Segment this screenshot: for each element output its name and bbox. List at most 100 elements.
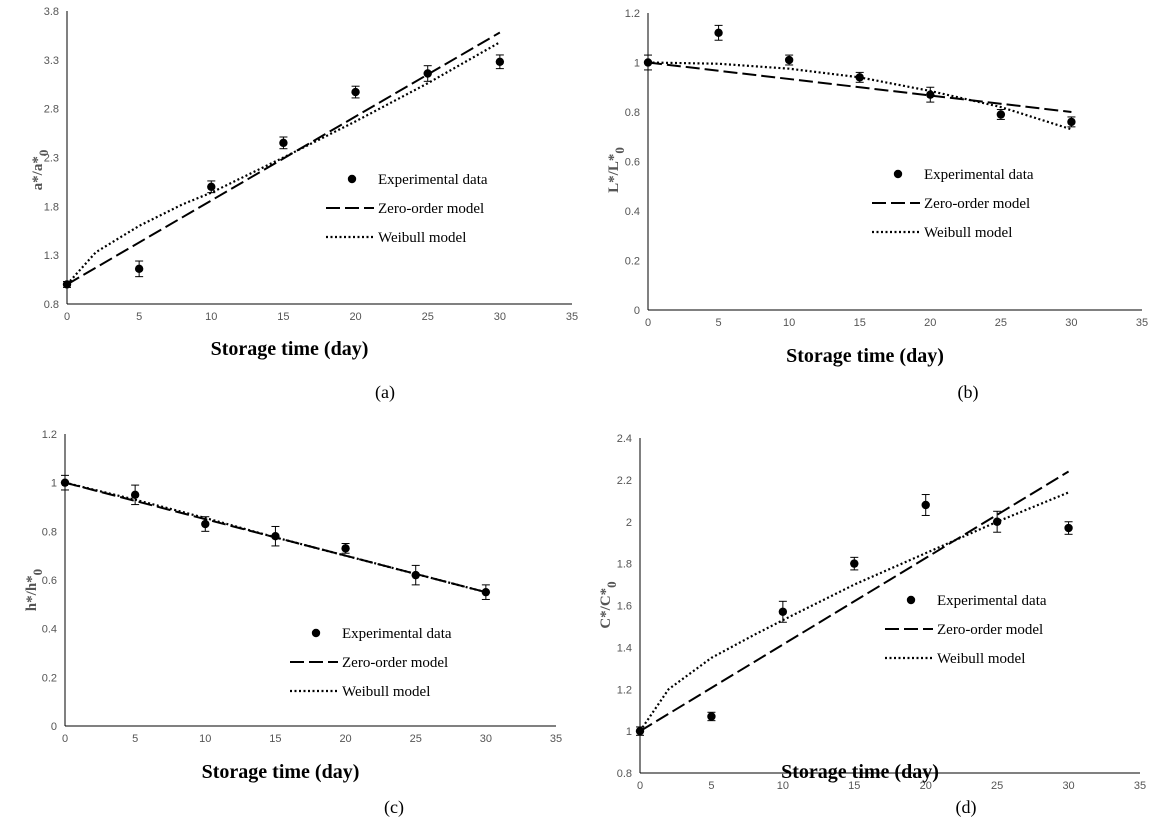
data-point (130, 490, 140, 500)
data-point (134, 264, 144, 274)
weibull-model-line (639, 491, 1069, 732)
y-tick-label: 0.8 (625, 107, 640, 119)
data-point (341, 544, 350, 553)
x-tick-label: 35 (1136, 317, 1148, 329)
data-point (279, 138, 288, 148)
x-tick-label: 15 (854, 317, 866, 329)
x-tick-label: 25 (991, 780, 1003, 792)
y-tick-label: 1 (626, 726, 632, 738)
y-tick-label: 0.8 (42, 526, 57, 538)
x-tick-label: 20 (339, 733, 351, 745)
data-point (784, 55, 794, 65)
legend-marker-points (347, 174, 357, 184)
data-point (495, 57, 505, 66)
chart-panels: 0 5 10 15 20 25 30 350.81.31.82.32.83.33.8Stora… (24, 6, 1148, 818)
x-tick-label: 35 (566, 311, 578, 323)
legend-label: Experimental data (378, 172, 488, 188)
y-tick-label: 0.6 (42, 575, 57, 587)
x-tick-label: 30 (1065, 317, 1077, 329)
legend-label: Zero-order model (342, 655, 448, 671)
y-tick-label: 1.6 (617, 601, 632, 613)
data-point (921, 500, 930, 510)
legend-marker-points (311, 628, 321, 638)
x-tick-label: 0 (64, 311, 70, 323)
y-tick-label: 1.3 (44, 250, 59, 262)
data-point (1064, 523, 1073, 533)
x-axis-title: Storage time (day) (786, 345, 944, 367)
y-tick-label: 2.4 (617, 433, 632, 445)
x-tick-label: 0 (637, 780, 643, 792)
legend-label: Experimental data (342, 626, 452, 642)
x-tick-label: 35 (550, 733, 562, 745)
y-tick-label: 0.8 (44, 299, 59, 311)
y-axis-title-subscript: 0 (36, 150, 51, 157)
panel-label: (c) (384, 797, 404, 818)
y-tick-label: 1.8 (44, 201, 59, 213)
y-tick-label: 1.2 (625, 8, 640, 20)
y-tick-label: 1.4 (617, 642, 632, 654)
legend-label: Weibull model (937, 651, 1025, 667)
y-axis-title: L*/L*0 (606, 147, 627, 193)
legend: Experimental data Zero-order model Weibull… (885, 593, 1047, 667)
chart-panel: 0 5 10 15 20 25 30 35 0.8 1.3 1.8 2.3 2.8 3.3 3.8 Stora… (30, 6, 578, 403)
legend: Experimental data Zero-order model Weibull… (872, 167, 1034, 241)
x-axis-title: Storage time (day) (211, 338, 369, 360)
x-tick-label: 10 (205, 311, 217, 323)
x-tick-label: 5 (716, 317, 722, 329)
data-point (996, 110, 1006, 119)
legend-marker-points (906, 595, 916, 605)
y-tick-label: 0.4 (625, 206, 640, 218)
x-tick-label: 25 (995, 317, 1007, 329)
legend-label: Weibull model (378, 230, 466, 246)
legend-label: Zero-order model (937, 622, 1043, 638)
data-point (1067, 117, 1076, 127)
y-tick-label: 0 (51, 721, 57, 733)
y-axis-title-subscript: 0 (30, 569, 45, 576)
x-tick-label: 20 (349, 311, 361, 323)
panel-label: (b) (958, 382, 979, 403)
legend-label: Weibull model (342, 684, 430, 700)
x-tick-label: 15 (269, 733, 281, 745)
data-point (707, 712, 716, 721)
x-tick-label: 25 (422, 311, 434, 323)
y-axis-title-subscript: 0 (604, 581, 619, 588)
data-point (201, 519, 210, 529)
y-tick-label: 2.2 (617, 475, 632, 487)
y-tick-label: 3.8 (44, 6, 59, 18)
x-tick-label: 5 (132, 733, 138, 745)
legend: Experimental data Zero-order model Weibull… (326, 172, 488, 246)
legend-label: Zero-order model (924, 196, 1030, 212)
weibull-model-line (647, 61, 1072, 131)
x-tick-label: 10 (783, 317, 795, 329)
y-tick-label: 1.2 (42, 429, 57, 441)
data-point (714, 28, 723, 37)
y-tick-label: 0 (634, 305, 640, 317)
x-tick-label: 15 (277, 311, 289, 323)
y-tick-label: 0.4 (42, 624, 57, 636)
y-tick-label: 0.2 (42, 672, 57, 684)
x-axis-title: Storage time (day) (202, 761, 360, 783)
chart-panel: 0 5 10 15 20 25 30 35 0 0.2 0.4 0.6 0.8 1 1.2 Storage t… (24, 429, 562, 818)
x-tick-label: 30 (494, 311, 506, 323)
y-tick-label: 0.6 (625, 157, 640, 169)
zero-order-model-line (639, 470, 1070, 732)
data-point (926, 90, 935, 99)
legend-label: Weibull model (924, 225, 1012, 241)
x-tick-label: 30 (480, 733, 492, 745)
y-tick-label: 3.3 (44, 55, 59, 67)
x-tick-label: 5 (136, 311, 142, 323)
x-tick-label: 20 (920, 780, 932, 792)
chart-panel: 0 5 10 15 20 25 30 35 0 0.2 0.4 0.6 0.8 1 1.2 Storage t… (606, 8, 1148, 403)
x-tick-label: 30 (1062, 780, 1074, 792)
legend-marker-points (893, 169, 903, 179)
x-tick-label: 15 (848, 780, 860, 792)
weibull-model-line (64, 481, 487, 594)
y-tick-label: 2.8 (44, 104, 59, 116)
x-tick-label: 0 (62, 733, 68, 745)
y-tick-label: 1.8 (617, 559, 632, 571)
chart-panel: 0 5 10 15 20 25 30 35 0.8 1 1.2 1.4 1.6 1.8 2 2.2 2.4 Sto… (598, 433, 1146, 818)
data-point (351, 87, 360, 97)
panel-label: (d) (956, 797, 977, 818)
y-tick-label: 2.3 (44, 153, 59, 165)
